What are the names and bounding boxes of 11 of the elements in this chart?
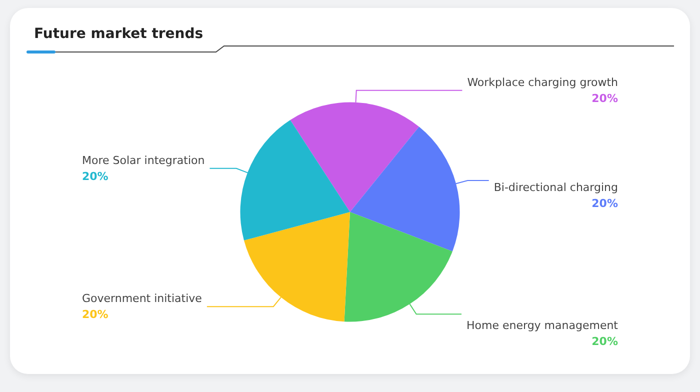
data-label: 20%	[592, 196, 618, 210]
slice-label: Workplace charging growth	[467, 76, 618, 89]
data-label: 20%	[82, 170, 108, 183]
data-label: 20%	[82, 308, 108, 322]
slice-label: Home energy management	[466, 319, 619, 332]
data-label: 20%	[592, 92, 618, 105]
slice-label: More Solar integration	[82, 154, 205, 167]
slice-label: Government initiative	[82, 292, 202, 306]
slice-label: Bi-directional charging	[494, 180, 618, 194]
data-label: 20%	[592, 335, 618, 348]
chart-title: Future market trends	[34, 26, 204, 42]
